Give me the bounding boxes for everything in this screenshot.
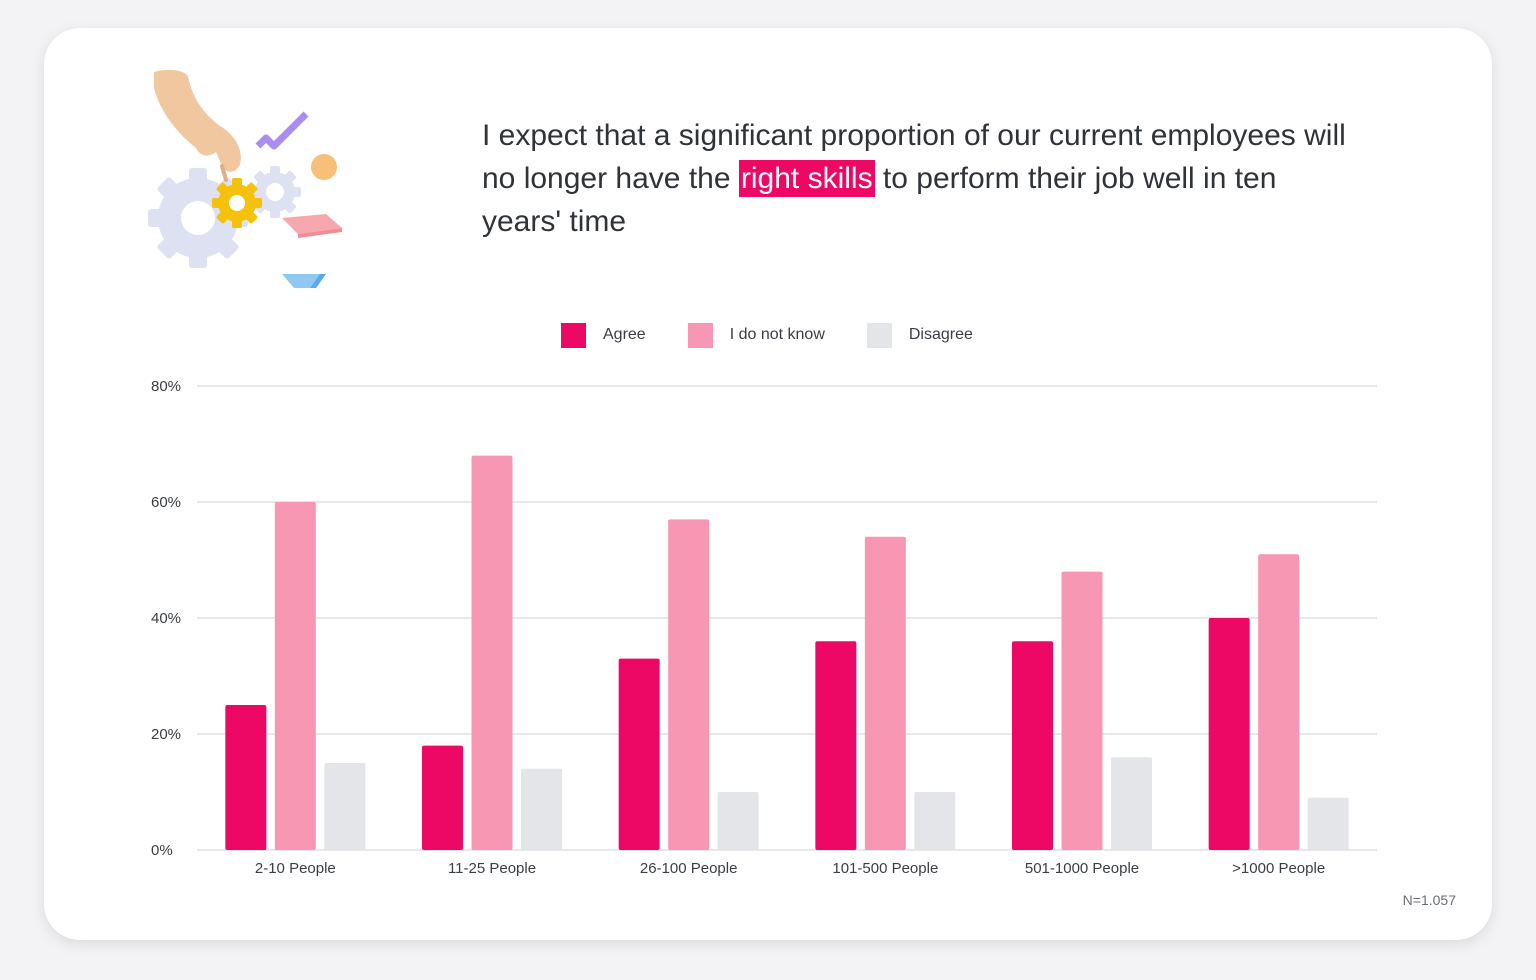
y-tick-label: 60% [151, 494, 181, 511]
chart-legend: Agree I do not know Disagree [561, 322, 1015, 348]
sample-size-note: N=1.057 [1402, 892, 1456, 908]
x-category-label: 2-10 People [255, 860, 336, 877]
x-category-label: 26-100 People [640, 860, 738, 877]
y-tick-label: 40% [151, 610, 181, 627]
bar-disagree [1111, 757, 1152, 850]
legend-item-dont-know: I do not know [687, 322, 825, 348]
title-highlight: right skills [738, 160, 875, 197]
bar-agree [1208, 618, 1250, 850]
y-tick-label: 0% [151, 842, 173, 859]
chart-card: I expect that a significant proportion o… [44, 28, 1492, 940]
title-text-after: to perform their job well in ten years' … [482, 162, 1277, 238]
bar-agree [225, 705, 267, 850]
gears-hand-illustration [148, 69, 342, 288]
bar-dont-know [668, 519, 710, 850]
legend-label-disagree: Disagree [908, 326, 973, 343]
bar-agree [618, 658, 660, 850]
bar-disagree [914, 792, 956, 850]
chart-title: I expect that a significant proportion o… [482, 114, 1362, 243]
bar-dont-know [274, 502, 316, 850]
legend-swatch-disagree [866, 322, 892, 348]
legend-item-agree: Agree [561, 322, 646, 348]
x-category-label: 101-500 People [832, 860, 938, 877]
legend-item-disagree: Disagree [866, 322, 973, 348]
legend-label-agree: Agree [603, 326, 646, 343]
bar-dont-know [1258, 554, 1300, 850]
x-category-label: >1000 People [1232, 860, 1325, 877]
title-text-before: I expect that a significant proportion o… [482, 119, 1346, 195]
bar-disagree [1307, 797, 1349, 850]
bar-agree [1012, 641, 1053, 850]
bar-disagree [521, 768, 562, 850]
y-tick-label: 20% [151, 726, 181, 743]
x-category-label: 11-25 People [448, 860, 536, 877]
legend-label-dont-know: I do not know [729, 326, 825, 343]
y-tick-label: 80% [151, 378, 181, 395]
legend-swatch-dont-know [687, 322, 713, 348]
bar-dont-know [864, 536, 906, 850]
bar-chart: 0% 20% 40% 60% 80% 2-10 People 11-25 People 26-… [151, 378, 1377, 877]
x-category-label: 501-1000 People [1025, 860, 1139, 877]
bar-disagree [324, 763, 366, 850]
bar-agree [815, 641, 857, 850]
bar-agree [422, 745, 463, 850]
bar-dont-know [1061, 571, 1103, 850]
legend-swatch-agree [561, 322, 586, 348]
bar-dont-know [471, 455, 513, 850]
bar-disagree [717, 792, 759, 850]
